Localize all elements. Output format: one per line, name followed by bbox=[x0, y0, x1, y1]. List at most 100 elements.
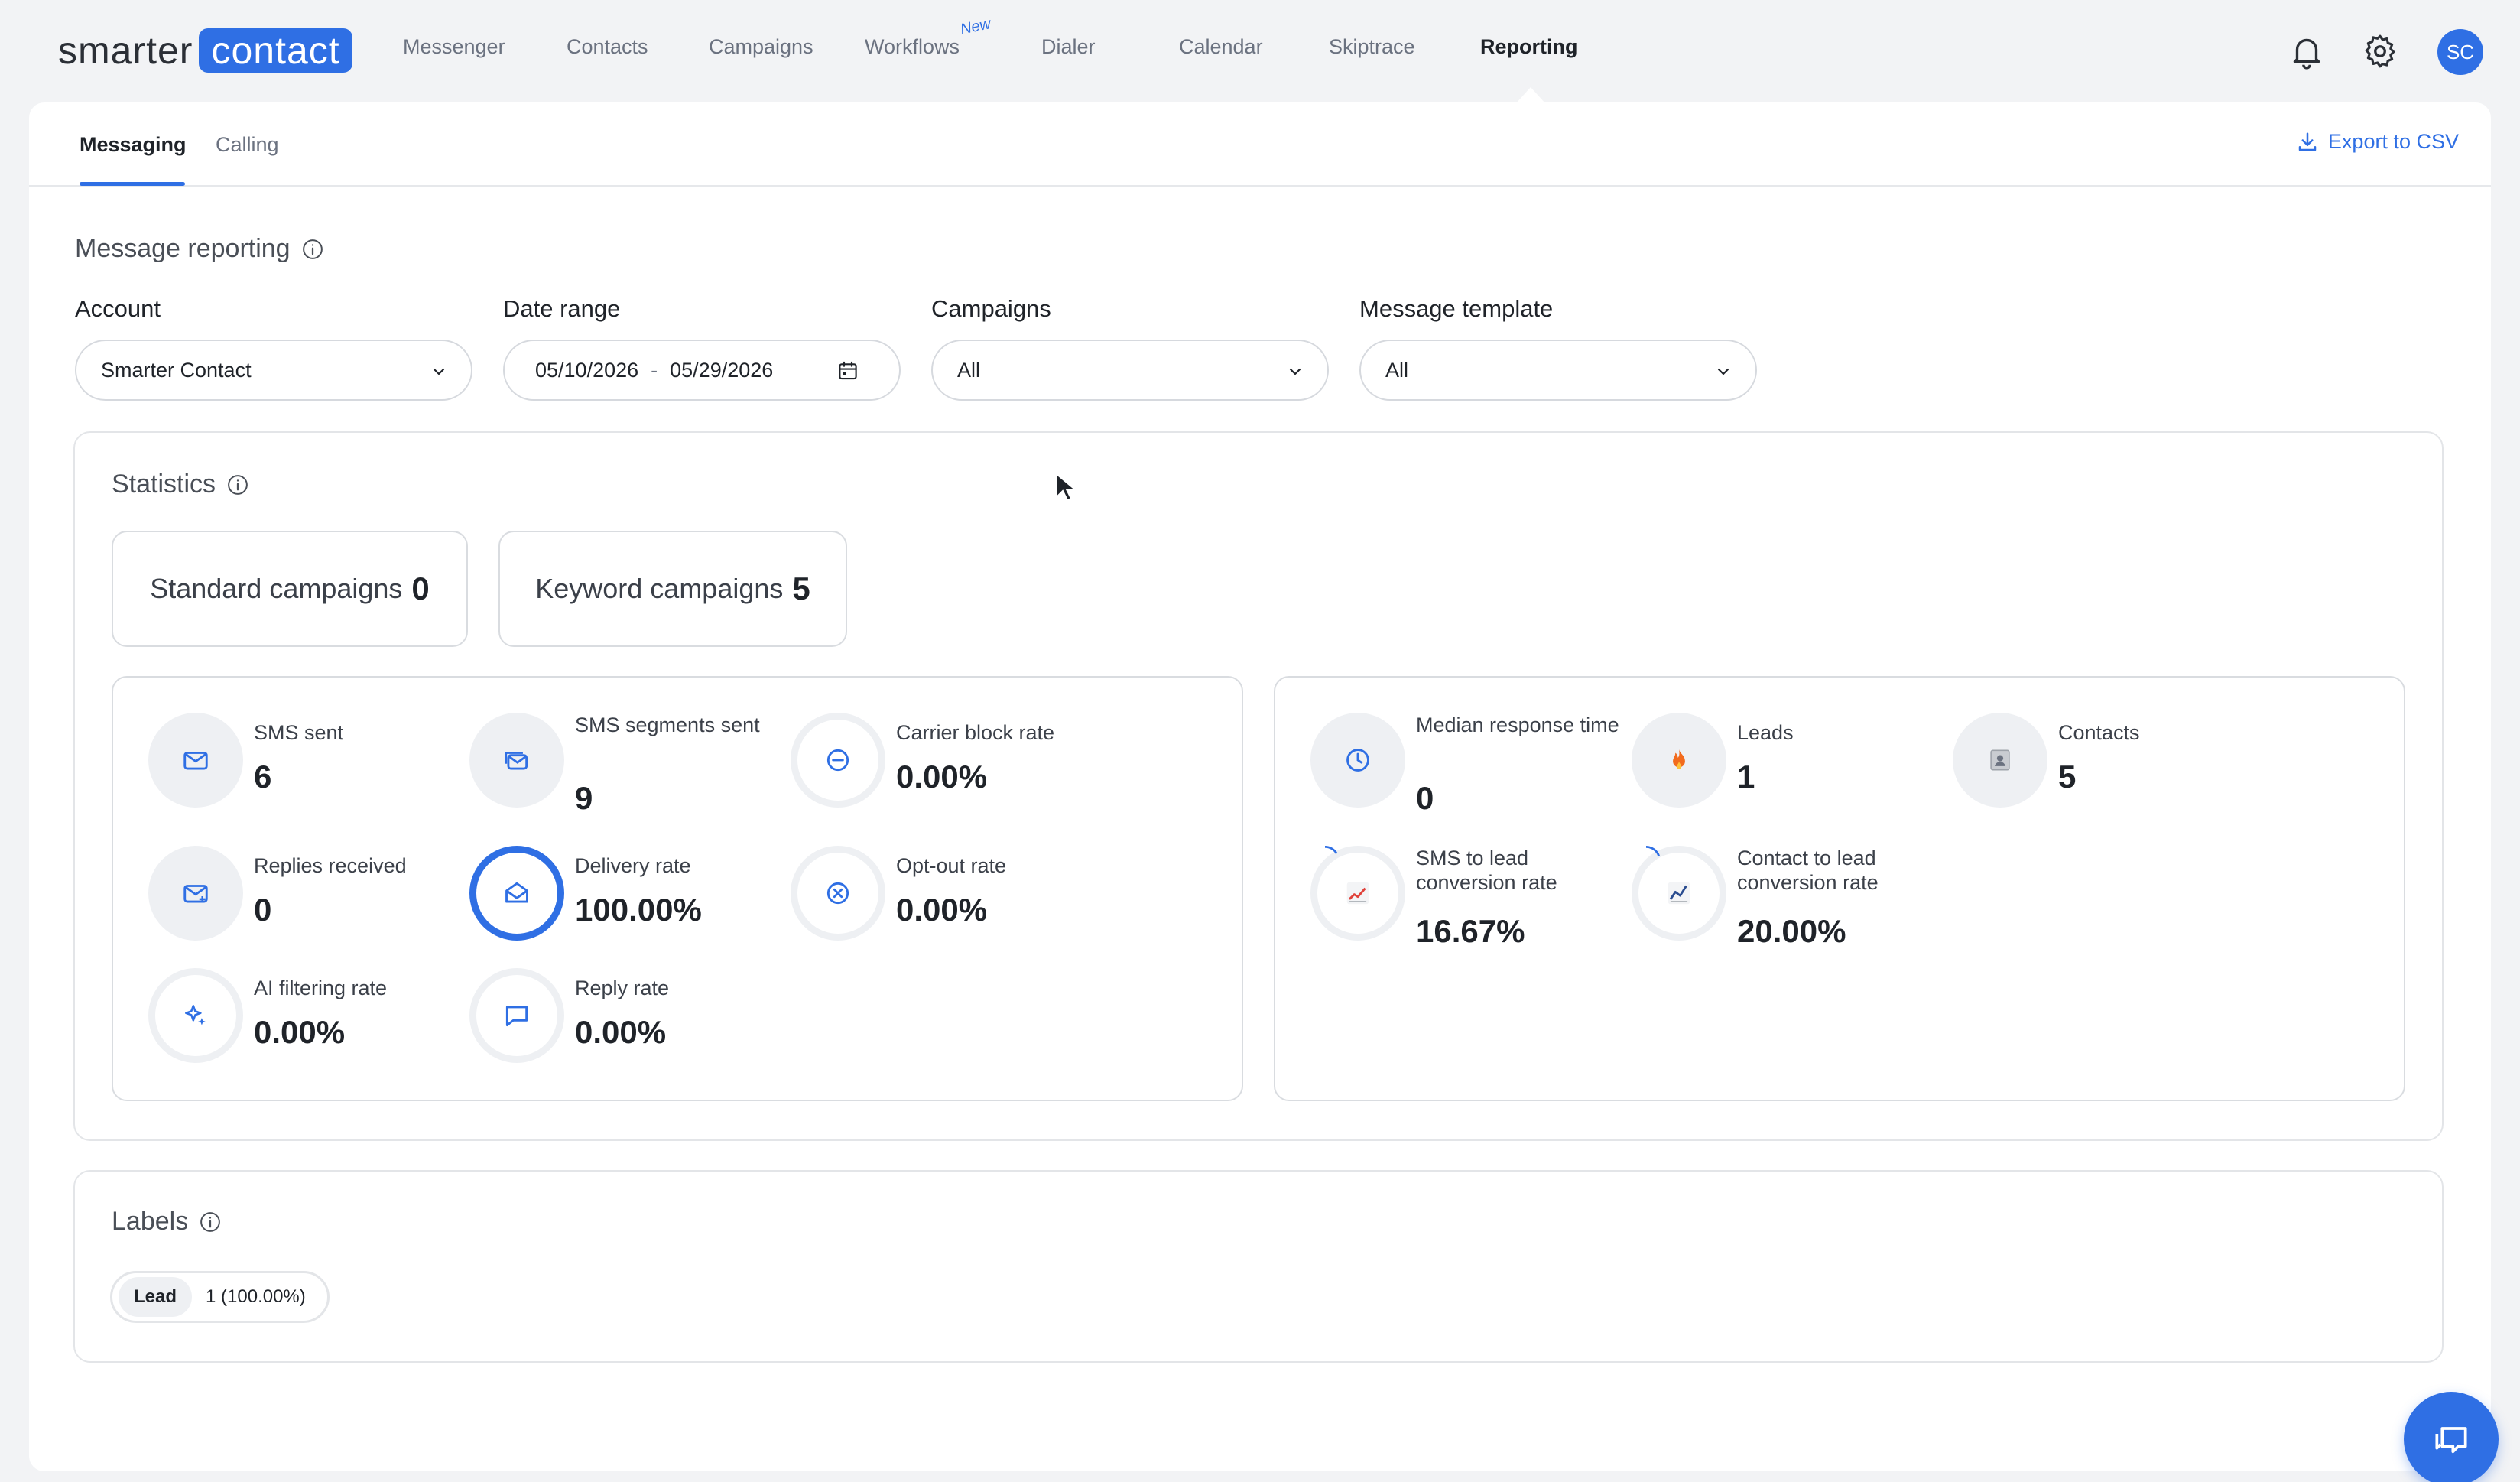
sms-lead-progress-arc bbox=[1310, 846, 1340, 875]
account-select[interactable]: Smarter Contact bbox=[75, 340, 472, 401]
messaging-metrics-panel: SMS sent 6 SMS segments sent 9 Carrier b… bbox=[112, 676, 1243, 1101]
campaigns-label: Campaigns bbox=[931, 295, 1051, 322]
metric-delivery-rate: Delivery rate 100.00% bbox=[469, 846, 791, 953]
reply-rate-value: 0.00% bbox=[575, 1014, 667, 1050]
replies-value: 0 bbox=[254, 892, 272, 928]
labels-heading: Labels bbox=[112, 1207, 189, 1236]
export-label: Export to CSV bbox=[2327, 130, 2459, 153]
label-chip-lead[interactable]: Lead 1 (100.00%) bbox=[110, 1271, 330, 1323]
trend-up-chart-icon bbox=[1310, 846, 1405, 941]
clock-icon bbox=[1310, 713, 1405, 808]
open-envelope-icon bbox=[469, 846, 564, 941]
median-response-value: 0 bbox=[1416, 780, 1434, 816]
tab-calling[interactable]: Calling bbox=[216, 133, 279, 156]
campaigns-select[interactable]: All bbox=[931, 340, 1329, 401]
median-response-label: Median response time bbox=[1416, 713, 1619, 736]
labels-title: Labels bbox=[112, 1207, 222, 1237]
message-template-value: All bbox=[1385, 358, 1409, 382]
calendar-icon[interactable] bbox=[836, 359, 859, 382]
logo-text-smarter: smarter bbox=[58, 29, 193, 72]
nav-calendar[interactable]: Calendar bbox=[1179, 35, 1263, 58]
export-csv-button[interactable]: Export to CSV bbox=[2296, 130, 2459, 154]
message-reporting-title: Message reporting bbox=[75, 234, 324, 264]
message-template-label: Message template bbox=[1359, 295, 1554, 322]
download-icon bbox=[2298, 132, 2317, 151]
ai-filtering-label: AI filtering rate bbox=[254, 977, 388, 999]
standard-campaigns-count: Standard campaigns 0 bbox=[112, 531, 468, 647]
metric-sms-segments: SMS segments sent 9 bbox=[469, 713, 791, 820]
metric-sms-to-lead-conversion: SMS to lead conversion rate 16.67% bbox=[1310, 846, 1632, 953]
active-nav-indicator bbox=[1515, 87, 1546, 104]
contact-card-icon bbox=[1953, 713, 2048, 808]
metric-replies-received: Replies received 0 bbox=[148, 846, 469, 953]
chat-bubble-icon bbox=[469, 968, 564, 1063]
sms-sent-label: SMS sent bbox=[254, 721, 344, 744]
nav-contacts[interactable]: Contacts bbox=[567, 35, 648, 58]
metric-median-response-time: Median response time 0 bbox=[1310, 713, 1632, 820]
keyword-campaigns-label: Keyword campaigns bbox=[535, 573, 784, 604]
trend-line-chart-icon bbox=[1632, 846, 1726, 941]
date-from[interactable]: 05/10/2026 bbox=[535, 358, 639, 382]
sms-sent-value: 6 bbox=[254, 759, 272, 795]
new-badge: New bbox=[959, 15, 992, 38]
label-chip-name: Lead bbox=[119, 1277, 193, 1317]
nav-dialer[interactable]: Dialer bbox=[1041, 35, 1096, 58]
standard-campaigns-value: 0 bbox=[411, 570, 430, 606]
stacked-envelope-icon bbox=[469, 713, 564, 808]
carrier-block-value: 0.00% bbox=[896, 759, 988, 795]
date-range-picker[interactable]: 05/10/2026 - 05/29/2026 bbox=[503, 340, 901, 401]
info-icon[interactable] bbox=[301, 238, 324, 261]
leads-value: 1 bbox=[1737, 759, 1755, 795]
date-range-label: Date range bbox=[503, 295, 621, 322]
reply-rate-label: Reply rate bbox=[575, 977, 670, 999]
nav-workflows[interactable]: Workflows bbox=[865, 35, 960, 58]
nav-skiptrace[interactable]: Skiptrace bbox=[1329, 35, 1415, 58]
statistics-heading: Statistics bbox=[112, 470, 216, 499]
metric-sms-sent: SMS sent 6 bbox=[148, 713, 469, 820]
replies-label: Replies received bbox=[254, 854, 407, 877]
sparkles-icon bbox=[148, 968, 243, 1063]
chat-support-button[interactable] bbox=[2404, 1392, 2499, 1482]
date-to[interactable]: 05/29/2026 bbox=[670, 358, 774, 382]
chevron-down-icon bbox=[1289, 368, 1301, 375]
message-template-select[interactable]: All bbox=[1359, 340, 1757, 401]
metric-opt-out-rate: Opt-out rate 0.00% bbox=[791, 846, 1112, 953]
campaigns-value: All bbox=[957, 358, 981, 382]
metric-carrier-block-rate: Carrier block rate 0.00% bbox=[791, 713, 1112, 820]
sms-segments-label: SMS segments sent bbox=[575, 713, 760, 736]
gear-icon[interactable] bbox=[2361, 32, 2399, 70]
contact-lead-progress-arc bbox=[1632, 846, 1661, 875]
mouse-cursor-icon bbox=[1056, 473, 1077, 502]
contact-lead-label: Contact to lead conversion rate bbox=[1737, 847, 1879, 894]
date-separator: - bbox=[651, 358, 658, 382]
top-navigation: smarter contact Messenger Contacts Campa… bbox=[0, 0, 2520, 104]
envelope-icon bbox=[148, 713, 243, 808]
info-icon[interactable] bbox=[199, 1211, 222, 1233]
statistics-title: Statistics bbox=[112, 470, 249, 499]
nav-campaigns[interactable]: Campaigns bbox=[709, 35, 813, 58]
smarter-contact-logo[interactable]: smarter contact bbox=[58, 28, 352, 73]
account-label: Account bbox=[75, 295, 161, 322]
bell-icon[interactable] bbox=[2288, 32, 2326, 70]
chevron-down-icon bbox=[1717, 368, 1729, 375]
nav-reporting[interactable]: Reporting bbox=[1480, 35, 1578, 58]
lead-metrics-panel: Median response time 0 Leads 1 Contacts … bbox=[1274, 676, 2405, 1101]
account-value: Smarter Contact bbox=[101, 358, 252, 382]
info-icon[interactable] bbox=[226, 473, 249, 496]
labels-section: Labels Lead 1 (100.00%) bbox=[73, 1170, 2444, 1363]
keyword-campaigns-value: 5 bbox=[792, 570, 810, 606]
carrier-block-label: Carrier block rate bbox=[896, 721, 1055, 744]
tab-messaging[interactable]: Messaging bbox=[80, 133, 187, 156]
contacts-label: Contacts bbox=[2058, 721, 2140, 744]
reporting-card: Messaging Calling Export to CSV Message … bbox=[29, 102, 2491, 1471]
user-avatar[interactable]: SC bbox=[2437, 29, 2483, 75]
nav-messenger[interactable]: Messenger bbox=[403, 35, 505, 58]
delivery-label: Delivery rate bbox=[575, 854, 691, 877]
opt-out-label: Opt-out rate bbox=[896, 854, 1007, 877]
leads-label: Leads bbox=[1737, 721, 1794, 744]
metric-contact-to-lead-conversion: Contact to lead conversion rate 20.00% bbox=[1632, 846, 1953, 953]
minus-circle-icon bbox=[791, 713, 885, 808]
metric-leads: Leads 1 bbox=[1632, 713, 1953, 820]
contact-lead-value: 20.00% bbox=[1737, 913, 1846, 949]
metric-reply-rate: Reply rate 0.00% bbox=[469, 968, 791, 1075]
